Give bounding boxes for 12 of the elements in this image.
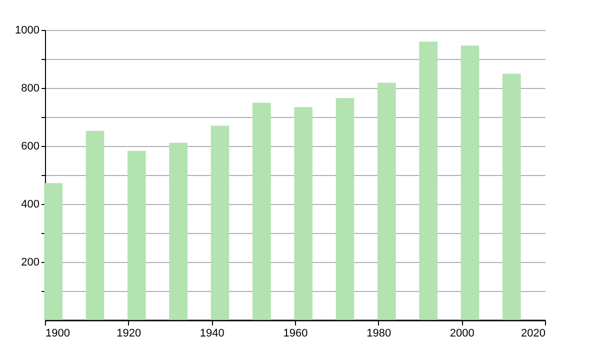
x-tick-label: 2000 xyxy=(450,328,474,340)
x-tick-label: 2020 xyxy=(521,328,546,340)
y-tick-label: 400 xyxy=(21,198,40,210)
y-tick-label: 1000 xyxy=(15,24,40,36)
x-tick-label: 1940 xyxy=(200,328,224,340)
x-tick-label: 1920 xyxy=(116,328,142,340)
x-tick-label: 1900 xyxy=(46,328,70,340)
x-tick-label: 1960 xyxy=(283,328,308,340)
y-tick-label: 800 xyxy=(21,82,40,94)
x-tick-label: 1980 xyxy=(366,328,392,340)
y-tick-label: 200 xyxy=(21,256,40,268)
y-tick-label: 600 xyxy=(21,140,40,152)
